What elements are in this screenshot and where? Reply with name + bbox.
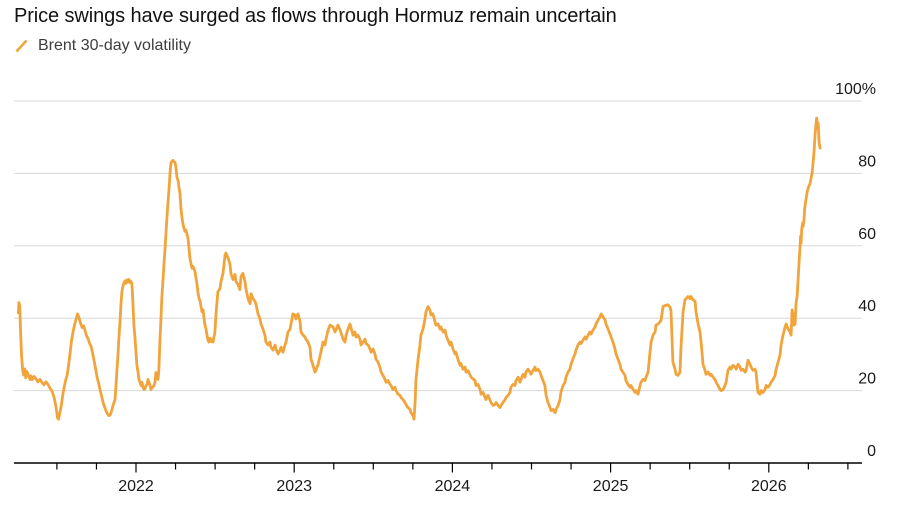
y-axis-label: 20 xyxy=(858,371,876,388)
legend-label: Brent 30-day volatility xyxy=(38,37,191,54)
y-axis-label: 80 xyxy=(858,153,876,170)
x-axis-label: 2024 xyxy=(435,478,471,495)
legend-slash-icon xyxy=(15,39,28,53)
chart-title: Price swings have surged as flows throug… xyxy=(14,5,617,27)
y-axis-label: 40 xyxy=(858,298,876,315)
x-axis-label: 2022 xyxy=(118,478,154,495)
x-axis-label: 2025 xyxy=(593,478,629,495)
x-axis-label: 2023 xyxy=(276,478,312,495)
y-axis-label: 60 xyxy=(858,226,876,243)
x-axis-label: 2026 xyxy=(751,478,787,495)
y-axis-label: 100% xyxy=(835,81,876,98)
y-axis-label: 0 xyxy=(867,443,876,460)
legend: Brent 30-day volatility xyxy=(14,37,191,55)
volatility-line xyxy=(16,116,822,421)
